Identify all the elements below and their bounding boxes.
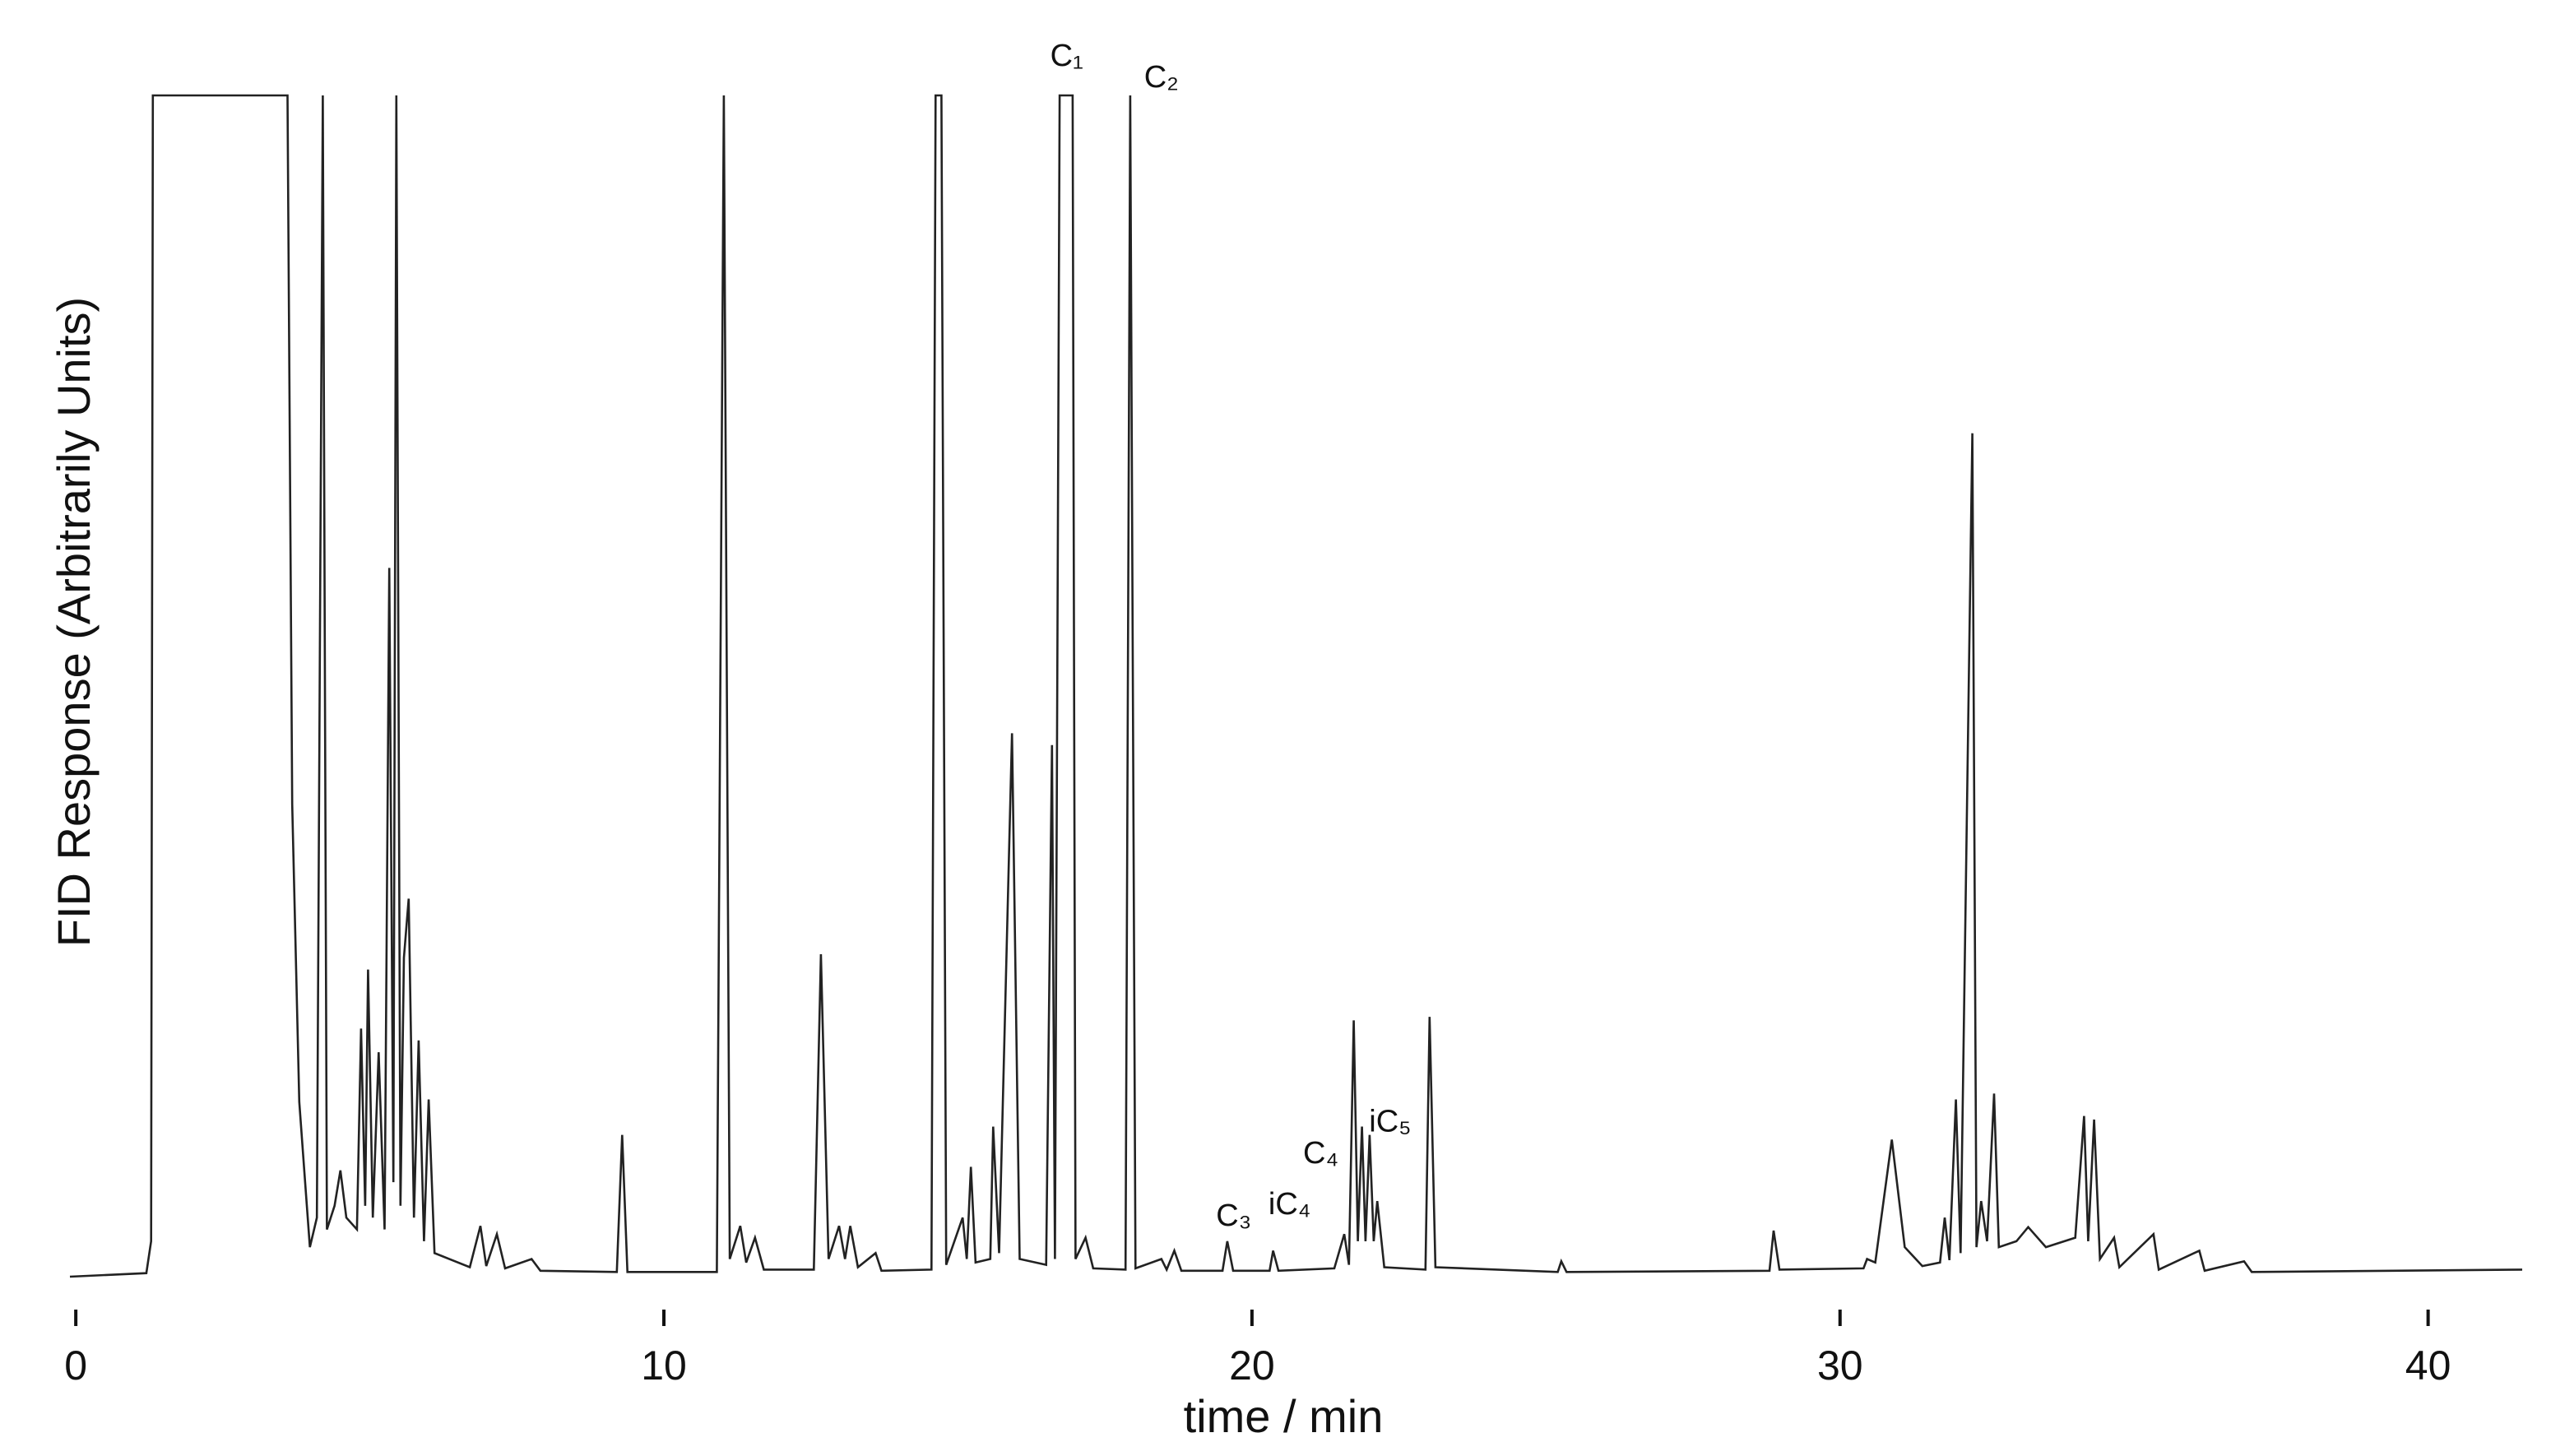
- x-axis-title: time / min: [1184, 1390, 1384, 1442]
- x-tick-label: 30: [1817, 1342, 1863, 1389]
- x-tick-label: 40: [2405, 1342, 2451, 1389]
- y-axis-title: FID Response (Arbitrarily Units): [48, 297, 100, 947]
- peak-label: C₂: [1144, 60, 1179, 95]
- chromatogram-trace: [69, 94, 2523, 1278]
- peak-label: iC₄: [1269, 1187, 1310, 1222]
- peak-label: C₃: [1216, 1199, 1251, 1233]
- x-tick-label: 20: [1229, 1342, 1275, 1389]
- peak-label: C₁: [1051, 39, 1083, 73]
- peak-label: iC₅: [1369, 1104, 1411, 1138]
- x-tick-label: 0: [64, 1342, 87, 1389]
- peak-label: C₄: [1303, 1136, 1338, 1171]
- x-tick-label: 10: [641, 1342, 687, 1389]
